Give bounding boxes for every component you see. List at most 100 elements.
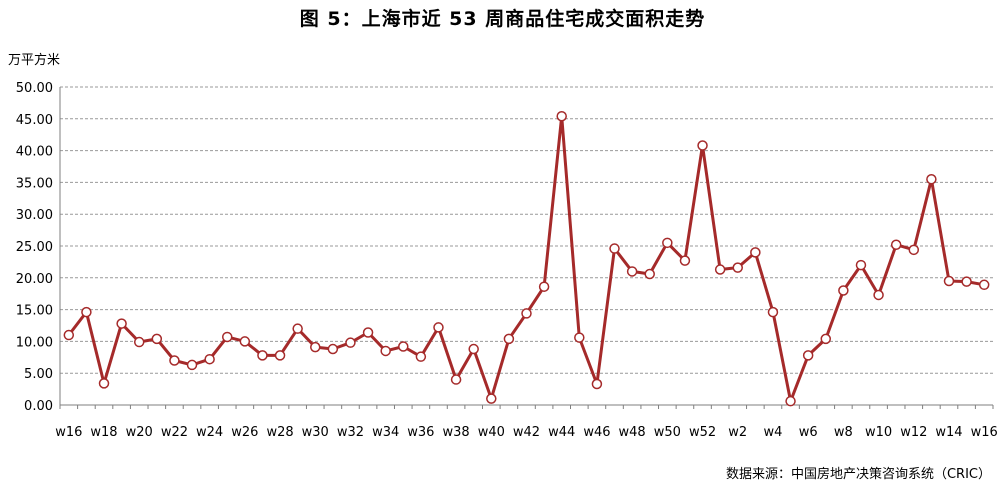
x-tick-label: w22 [161,425,188,440]
x-tick-label: w2 [728,425,747,440]
data-point [450,374,462,385]
data-point [310,341,321,353]
data-point [802,350,814,361]
x-tick-label: w18 [90,425,117,440]
data-point [151,333,163,345]
data-point [327,343,339,355]
y-tick-label: 30.00 [16,208,53,223]
x-tick-label: w10 [865,425,892,440]
data-point [362,327,374,338]
data-point [908,244,920,256]
y-tick-label: 50.00 [16,81,53,96]
series [63,111,990,407]
x-tick-label: w42 [513,425,540,440]
y-tick-label: 45.00 [16,113,53,128]
x-tick-label: w12 [900,425,927,440]
data-point [380,345,391,357]
x-tick-label: w46 [583,425,610,440]
x-tick-label: w6 [799,425,818,440]
gridlines [60,86,993,374]
x-tick-label: w30 [302,425,329,440]
data-point [486,393,497,404]
data-point [221,331,233,343]
data-point [503,333,515,345]
data-point [98,378,110,389]
x-tick-label: w40 [478,425,505,440]
x-tick-label: w28 [266,425,293,440]
source-note: 数据来源：中国房地产决策咨询系统（CRIC） [725,467,991,482]
x-tick-label: w32 [337,425,364,440]
data-point [591,378,603,390]
data-point [257,350,268,361]
data-point [415,351,427,362]
data-point [961,276,972,287]
data-point [662,237,673,249]
data-point [609,243,620,254]
data-point [81,306,92,318]
y-tick-label: 0.00 [24,399,53,414]
y-tick-labels: 0.00 5.00 10.00 15.00 20.00 25.00 30.00 35.00 40… [16,81,53,414]
x-tick-label: w38 [442,425,469,440]
data-point [574,332,585,343]
y-tick-label: 35.00 [16,176,53,191]
y-tick-label: 5.00 [24,367,53,382]
x-tick-label: w50 [654,425,681,440]
y-axis-unit-label: 万平方米 [8,53,61,68]
data-point [204,353,215,365]
x-tick-label: w36 [407,425,434,440]
data-point [538,281,550,292]
x-tick-label: w44 [548,425,575,440]
y-tick-label: 25.00 [16,240,53,255]
data-point [838,285,849,296]
y-tick-label: 15.00 [16,304,53,319]
data-point [398,341,409,352]
x-tick-label: w20 [126,425,153,440]
data-point [767,306,779,318]
x-tick-label: w16 [55,425,82,440]
data-point [890,239,902,250]
data-point [644,268,655,280]
data-point [732,262,743,273]
data-point [133,336,145,348]
data-point [345,337,356,348]
axes [59,87,994,409]
chart-title: 图 5：上海市近 53 周商品住宅成交面积走势 [299,8,706,30]
data-point [978,279,990,291]
data-point [943,275,955,287]
x-tick-label: w26 [231,425,258,440]
data-point [855,259,867,271]
data-point [714,264,726,275]
x-tick-label: w4 [763,425,782,440]
data-point [626,266,638,277]
y-tick-label: 40.00 [16,145,53,160]
data-point [63,329,75,341]
y-tick-label: 20.00 [16,272,53,287]
x-tick-label: w14 [935,425,962,440]
data-point [239,336,251,347]
x-tick-label: w24 [196,425,223,440]
data-point [292,323,303,334]
data-point [116,318,127,329]
data-point [169,355,180,366]
data-point [820,333,832,345]
data-point [873,289,884,301]
data-point [697,140,708,151]
data-point [521,308,532,319]
x-tick-label: w16 [971,425,998,440]
data-point [433,322,444,333]
data-point [274,350,286,361]
x-tick-labels: w16 w18 w20 w22 w24 w26 w28 w30 w32 w34 w36 w38 w40 w… [55,425,998,440]
data-point [679,255,691,266]
data-point [186,359,198,371]
y-tick-label: 10.00 [16,335,53,350]
x-tick-label: w8 [834,425,853,440]
x-tick-label: w48 [619,425,646,440]
x-tick-label: w52 [689,425,716,440]
x-tick-label: w34 [372,425,399,440]
data-point [785,395,796,407]
data-point [926,173,937,185]
data-point [556,111,567,122]
data-point [750,247,761,258]
data-point [468,343,479,355]
